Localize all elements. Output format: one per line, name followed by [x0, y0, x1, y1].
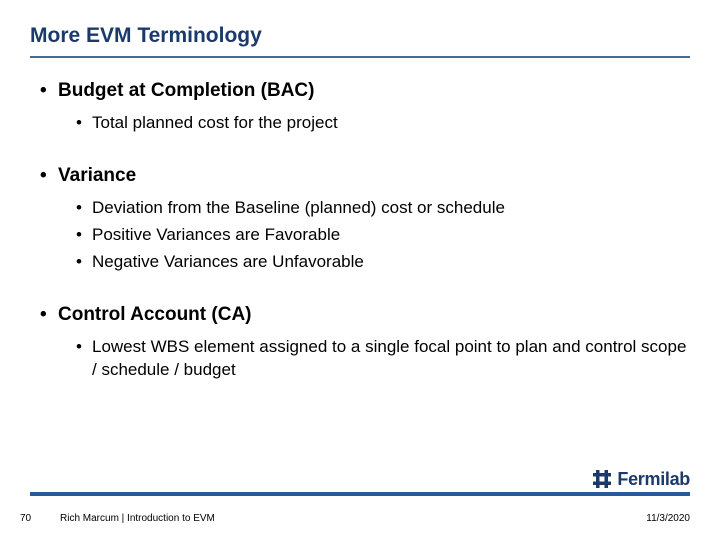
- sub-bullet: Lowest WBS element assigned to a single …: [76, 336, 690, 382]
- sub-bullet: Total planned cost for the project: [76, 112, 690, 135]
- bullet-item-variance: Variance Deviation from the Baseline (pl…: [40, 165, 690, 274]
- bullet-label: Variance: [58, 165, 136, 186]
- bullet-label: Budget at Completion (BAC): [58, 80, 314, 101]
- bullet-item-ca: Control Account (CA) Lowest WBS element …: [40, 304, 690, 382]
- fermilab-logo: Fermilab: [591, 468, 690, 490]
- footer-date: 11/3/2020: [646, 513, 690, 524]
- fermilab-logo-text: Fermilab: [617, 469, 690, 490]
- sub-list: Lowest WBS element assigned to a single …: [58, 336, 690, 382]
- sub-list: Deviation from the Baseline (planned) co…: [58, 197, 690, 274]
- slide-number: 70: [20, 513, 31, 524]
- footer-text: Rich Marcum | Introduction to EVM: [60, 513, 215, 524]
- sub-bullet: Negative Variances are Unfavorable: [76, 251, 690, 274]
- bullet-item-bac: Budget at Completion (BAC) Total planned…: [40, 80, 690, 135]
- footer-rule: [30, 492, 690, 496]
- bullet-label: Control Account (CA): [58, 304, 252, 325]
- sub-bullet: Positive Variances are Favorable: [76, 224, 690, 247]
- sub-list: Total planned cost for the project: [58, 112, 690, 135]
- sub-bullet: Deviation from the Baseline (planned) co…: [76, 197, 690, 220]
- fermilab-logo-icon: [591, 468, 613, 490]
- bullet-list: Budget at Completion (BAC) Total planned…: [40, 80, 690, 382]
- content-area: Budget at Completion (BAC) Total planned…: [30, 80, 690, 382]
- slide: More EVM Terminology Budget at Completio…: [0, 0, 720, 540]
- slide-title: More EVM Terminology: [30, 24, 690, 58]
